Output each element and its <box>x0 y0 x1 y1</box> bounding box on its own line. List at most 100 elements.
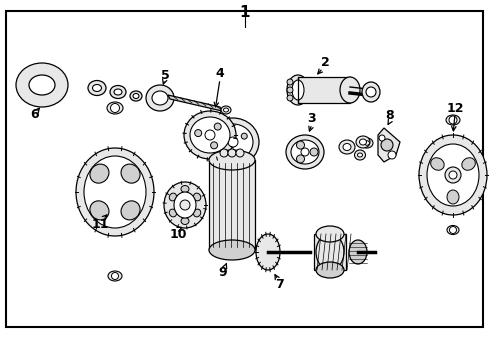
Ellipse shape <box>292 80 304 100</box>
Circle shape <box>296 141 304 149</box>
Circle shape <box>230 151 236 157</box>
Ellipse shape <box>431 158 444 170</box>
Text: 7: 7 <box>275 279 284 292</box>
Circle shape <box>287 79 293 85</box>
Ellipse shape <box>108 271 122 281</box>
Text: 9: 9 <box>219 266 227 279</box>
Ellipse shape <box>152 91 168 105</box>
Ellipse shape <box>88 81 106 95</box>
Circle shape <box>379 135 385 141</box>
Ellipse shape <box>121 201 140 220</box>
Text: 1: 1 <box>240 5 250 19</box>
Ellipse shape <box>194 193 201 201</box>
Ellipse shape <box>84 156 146 228</box>
Ellipse shape <box>349 240 367 264</box>
Ellipse shape <box>16 63 68 107</box>
Ellipse shape <box>343 144 351 150</box>
Ellipse shape <box>360 139 367 145</box>
Circle shape <box>111 104 120 112</box>
Ellipse shape <box>169 209 176 217</box>
Ellipse shape <box>316 226 344 242</box>
Circle shape <box>211 142 218 149</box>
Circle shape <box>236 149 244 157</box>
Text: 5: 5 <box>161 68 170 81</box>
Ellipse shape <box>365 141 369 145</box>
Circle shape <box>449 116 457 124</box>
Ellipse shape <box>462 158 475 170</box>
Circle shape <box>195 130 202 136</box>
Ellipse shape <box>169 193 176 201</box>
Ellipse shape <box>146 85 174 111</box>
Circle shape <box>310 148 318 156</box>
Ellipse shape <box>256 234 280 270</box>
Circle shape <box>301 148 309 156</box>
Circle shape <box>287 87 293 93</box>
Circle shape <box>381 139 393 151</box>
Ellipse shape <box>121 164 140 183</box>
Polygon shape <box>209 160 255 250</box>
Text: 12: 12 <box>446 102 464 114</box>
Text: 2: 2 <box>320 55 329 68</box>
Text: 6: 6 <box>31 108 39 121</box>
Polygon shape <box>314 234 346 270</box>
Text: 4: 4 <box>216 67 224 80</box>
Ellipse shape <box>107 102 123 114</box>
Circle shape <box>112 273 119 279</box>
Ellipse shape <box>358 153 363 157</box>
Ellipse shape <box>339 140 355 154</box>
Ellipse shape <box>181 217 189 225</box>
Ellipse shape <box>213 124 253 160</box>
Ellipse shape <box>291 140 319 164</box>
Circle shape <box>366 87 376 97</box>
Ellipse shape <box>287 75 309 105</box>
Ellipse shape <box>207 118 259 166</box>
Polygon shape <box>378 128 400 162</box>
Ellipse shape <box>164 182 206 228</box>
Ellipse shape <box>133 94 139 99</box>
Ellipse shape <box>190 117 230 153</box>
Text: 8: 8 <box>386 108 394 122</box>
Circle shape <box>388 151 396 159</box>
Ellipse shape <box>316 234 344 270</box>
Ellipse shape <box>194 209 201 217</box>
Circle shape <box>180 200 190 210</box>
Ellipse shape <box>76 148 154 236</box>
Polygon shape <box>168 95 222 111</box>
Ellipse shape <box>29 75 55 95</box>
Ellipse shape <box>223 108 228 112</box>
Ellipse shape <box>221 106 231 114</box>
Circle shape <box>220 149 228 157</box>
Ellipse shape <box>354 150 366 160</box>
Bar <box>6 11 483 327</box>
Circle shape <box>214 123 221 130</box>
Ellipse shape <box>93 85 101 91</box>
Ellipse shape <box>361 138 373 148</box>
Ellipse shape <box>362 82 380 102</box>
Ellipse shape <box>130 91 142 101</box>
Ellipse shape <box>427 144 479 206</box>
Circle shape <box>241 133 247 139</box>
Ellipse shape <box>447 225 459 234</box>
Circle shape <box>228 149 236 157</box>
Text: 11: 11 <box>91 217 109 230</box>
Ellipse shape <box>209 150 255 170</box>
Ellipse shape <box>356 136 370 148</box>
Circle shape <box>449 171 457 179</box>
Circle shape <box>219 133 225 139</box>
Circle shape <box>445 167 461 183</box>
Text: 10: 10 <box>169 229 187 242</box>
Ellipse shape <box>90 164 109 183</box>
Circle shape <box>296 155 304 163</box>
Bar <box>298 77 350 103</box>
Circle shape <box>228 137 238 147</box>
Ellipse shape <box>447 190 459 204</box>
Circle shape <box>205 130 215 140</box>
Text: 3: 3 <box>308 112 317 125</box>
Ellipse shape <box>446 115 460 125</box>
Ellipse shape <box>316 262 344 278</box>
Ellipse shape <box>114 89 122 95</box>
Ellipse shape <box>174 192 196 218</box>
Circle shape <box>449 226 457 234</box>
Ellipse shape <box>340 77 360 103</box>
Circle shape <box>287 95 293 101</box>
